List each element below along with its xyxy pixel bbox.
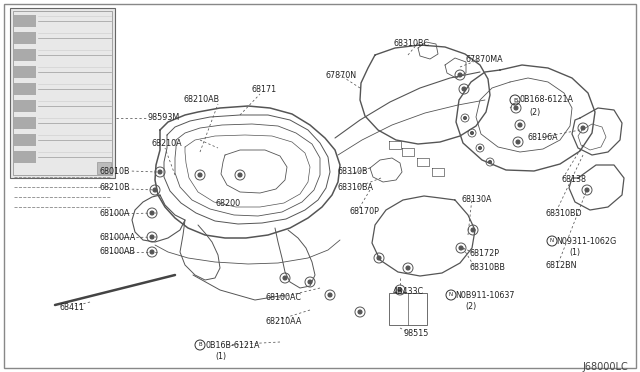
Text: 68310B: 68310B bbox=[337, 167, 367, 176]
Text: 68310BC: 68310BC bbox=[393, 38, 429, 48]
Circle shape bbox=[238, 173, 242, 177]
Circle shape bbox=[471, 228, 475, 232]
Circle shape bbox=[150, 211, 154, 215]
Bar bbox=[14, 83, 36, 95]
Bar bbox=[13, 11, 112, 175]
Circle shape bbox=[308, 280, 312, 284]
Circle shape bbox=[488, 160, 492, 164]
Text: 68210AA: 68210AA bbox=[265, 317, 301, 327]
Bar bbox=[14, 100, 36, 112]
Text: (1): (1) bbox=[569, 248, 580, 257]
Circle shape bbox=[198, 173, 202, 177]
Circle shape bbox=[463, 116, 467, 119]
Text: 68200: 68200 bbox=[215, 199, 240, 208]
Circle shape bbox=[398, 288, 402, 292]
Text: N0B911-10637: N0B911-10637 bbox=[455, 291, 515, 299]
Circle shape bbox=[377, 256, 381, 260]
Text: 68130A: 68130A bbox=[461, 196, 492, 205]
Text: (1): (1) bbox=[215, 353, 226, 362]
Circle shape bbox=[585, 188, 589, 192]
Circle shape bbox=[518, 123, 522, 127]
Circle shape bbox=[328, 293, 332, 297]
Circle shape bbox=[581, 126, 585, 130]
Text: 68138: 68138 bbox=[562, 174, 587, 183]
Circle shape bbox=[516, 140, 520, 144]
Text: 68310BD: 68310BD bbox=[546, 209, 582, 218]
Bar bbox=[14, 66, 36, 78]
Text: 98593M: 98593M bbox=[148, 113, 180, 122]
Circle shape bbox=[150, 250, 154, 254]
Text: N: N bbox=[550, 238, 554, 244]
Circle shape bbox=[153, 188, 157, 192]
Text: (2): (2) bbox=[465, 302, 476, 311]
Circle shape bbox=[283, 276, 287, 280]
Text: 68100AA: 68100AA bbox=[99, 232, 135, 241]
Text: 68010B: 68010B bbox=[99, 167, 129, 176]
Text: 68100AB: 68100AB bbox=[99, 247, 135, 257]
Bar bbox=[14, 134, 36, 146]
Text: 68172P: 68172P bbox=[469, 250, 499, 259]
Text: 68310BB: 68310BB bbox=[469, 263, 505, 272]
Text: 67870MA: 67870MA bbox=[466, 55, 504, 64]
Text: B: B bbox=[513, 97, 517, 103]
Text: 68170P: 68170P bbox=[349, 208, 379, 217]
Text: 68210B: 68210B bbox=[99, 183, 130, 192]
Text: 68171: 68171 bbox=[252, 86, 277, 94]
Text: 68100AC: 68100AC bbox=[265, 294, 301, 302]
Bar bbox=[14, 117, 36, 129]
Text: N09311-1062G: N09311-1062G bbox=[556, 237, 616, 246]
Text: B: B bbox=[198, 343, 202, 347]
Circle shape bbox=[150, 235, 154, 239]
Text: 68210A: 68210A bbox=[152, 138, 182, 148]
Circle shape bbox=[462, 87, 466, 91]
Circle shape bbox=[459, 246, 463, 250]
Bar bbox=[14, 49, 36, 61]
Bar bbox=[14, 32, 36, 44]
Text: 0B16B-6121A: 0B16B-6121A bbox=[205, 340, 259, 350]
Text: 98515: 98515 bbox=[403, 328, 428, 337]
Circle shape bbox=[479, 147, 481, 150]
Bar bbox=[14, 151, 36, 163]
Text: N: N bbox=[449, 292, 453, 298]
Bar bbox=[10, 8, 115, 178]
Bar bbox=[389, 293, 427, 325]
Text: 68196A: 68196A bbox=[527, 134, 557, 142]
Text: J68000LC: J68000LC bbox=[582, 362, 628, 372]
Text: 0B168-6121A: 0B168-6121A bbox=[519, 96, 573, 105]
Text: 68100A: 68100A bbox=[99, 209, 129, 218]
Circle shape bbox=[458, 73, 462, 77]
Circle shape bbox=[470, 131, 474, 135]
Text: (2): (2) bbox=[529, 108, 540, 116]
Text: 68210AB: 68210AB bbox=[183, 96, 219, 105]
Circle shape bbox=[514, 106, 518, 110]
Text: 67870N: 67870N bbox=[326, 71, 357, 80]
Circle shape bbox=[358, 310, 362, 314]
Bar bbox=[14, 15, 36, 27]
Bar bbox=[97, 162, 111, 174]
Text: 4B433C: 4B433C bbox=[393, 286, 424, 295]
Text: 68310BA: 68310BA bbox=[337, 183, 373, 192]
Circle shape bbox=[158, 170, 162, 174]
Text: 6812BN: 6812BN bbox=[546, 260, 577, 269]
Text: 68411: 68411 bbox=[59, 304, 84, 312]
Circle shape bbox=[406, 266, 410, 270]
